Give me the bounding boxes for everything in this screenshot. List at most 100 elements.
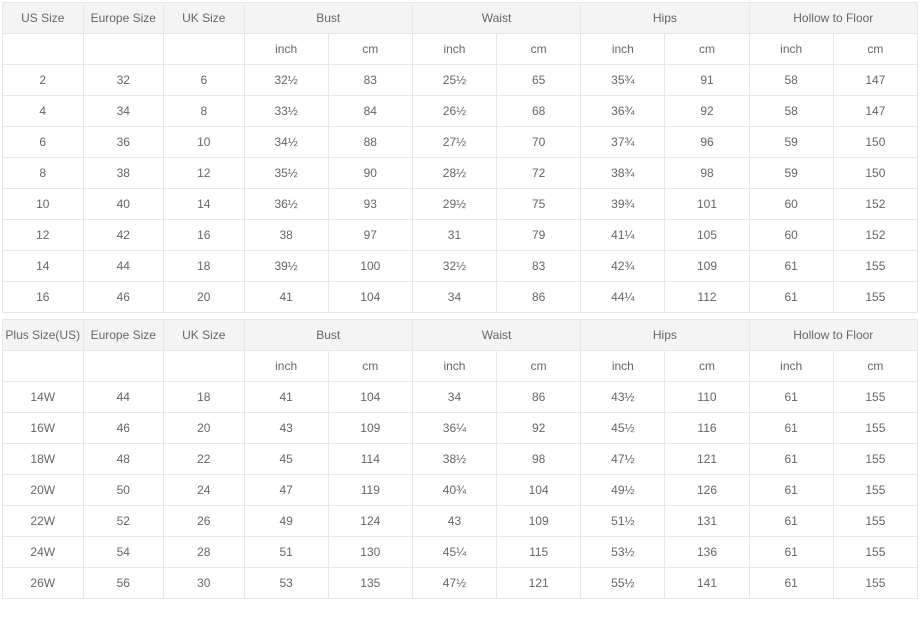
header-plus-size: Plus Size(US)	[3, 320, 84, 351]
table-cell: 61	[749, 444, 833, 475]
table-cell: 10	[164, 127, 245, 158]
table-cell: 130	[328, 537, 412, 568]
table-cell: 147	[833, 96, 917, 127]
subheader-cell: inch	[581, 351, 665, 382]
subheader-cell: inch	[749, 351, 833, 382]
table-cell: 49	[244, 506, 328, 537]
table-cell: 91	[665, 65, 749, 96]
table-cell: 10	[3, 189, 84, 220]
table-cell: 70	[497, 127, 581, 158]
table-cell: 28½	[412, 158, 496, 189]
table-cell: 155	[833, 282, 917, 313]
table-cell: 136	[665, 537, 749, 568]
table-cell: 152	[833, 220, 917, 251]
table-cell: 26½	[412, 96, 496, 127]
table-cell: 116	[665, 413, 749, 444]
table-cell: 155	[833, 568, 917, 599]
table-cell: 61	[749, 475, 833, 506]
table-cell: 105	[665, 220, 749, 251]
table-cell: 61	[749, 568, 833, 599]
table-cell: 38½	[412, 444, 496, 475]
table-cell: 45¼	[412, 537, 496, 568]
table-cell: 33½	[244, 96, 328, 127]
table-cell: 141	[665, 568, 749, 599]
subheader-cell: cm	[833, 351, 917, 382]
table-cell: 53	[244, 568, 328, 599]
table-cell: 155	[833, 444, 917, 475]
table-cell: 92	[497, 413, 581, 444]
table-cell: 34	[83, 96, 164, 127]
table-row: 14W441841104348643½11061155	[3, 382, 918, 413]
table-cell: 2	[3, 65, 84, 96]
subheader-cell	[164, 34, 245, 65]
subheader-cell: inch	[412, 351, 496, 382]
subheader-cell: cm	[497, 351, 581, 382]
table-cell: 86	[497, 282, 581, 313]
table-cell: 60	[749, 189, 833, 220]
subheader-row: inchcminchcminchcminchcm	[3, 34, 918, 65]
header-hips: Hips	[581, 320, 749, 351]
table-cell: 121	[497, 568, 581, 599]
table-cell: 92	[665, 96, 749, 127]
table-cell: 29½	[412, 189, 496, 220]
table-cell: 65	[497, 65, 581, 96]
header-europe-size: Europe Size	[83, 320, 164, 351]
table-cell: 53½	[581, 537, 665, 568]
header-bust: Bust	[244, 3, 412, 34]
table-cell: 44¼	[581, 282, 665, 313]
table-cell: 152	[833, 189, 917, 220]
table-cell: 45	[244, 444, 328, 475]
table-cell: 114	[328, 444, 412, 475]
table-cell: 36½	[244, 189, 328, 220]
table-cell: 55½	[581, 568, 665, 599]
table-cell: 58	[749, 65, 833, 96]
table-cell: 41¼	[581, 220, 665, 251]
subheader-row: inchcminchcminchcminchcm	[3, 351, 918, 382]
table-cell: 84	[328, 96, 412, 127]
table-cell: 14	[164, 189, 245, 220]
table-cell: 40¾	[412, 475, 496, 506]
table-cell: 41	[244, 282, 328, 313]
table-cell: 18	[164, 251, 245, 282]
table-cell: 104	[328, 382, 412, 413]
table-cell: 16W	[3, 413, 84, 444]
table-cell: 83	[497, 251, 581, 282]
table-row: 434833½8426½6836¾9258147	[3, 96, 918, 127]
table-cell: 6	[164, 65, 245, 96]
table-cell: 12	[164, 158, 245, 189]
table-cell: 54	[83, 537, 164, 568]
table-cell: 14W	[3, 382, 84, 413]
table-cell: 49½	[581, 475, 665, 506]
table-cell: 27½	[412, 127, 496, 158]
header-europe-size: Europe Size	[83, 3, 164, 34]
subheader-cell	[83, 351, 164, 382]
table-cell: 112	[665, 282, 749, 313]
table-cell: 40	[83, 189, 164, 220]
header-hips: Hips	[581, 3, 749, 34]
table-cell: 61	[749, 413, 833, 444]
table-row: 14441839½10032½8342¾10961155	[3, 251, 918, 282]
table-cell: 8	[3, 158, 84, 189]
table-cell: 68	[497, 96, 581, 127]
table-cell: 42¾	[581, 251, 665, 282]
table-cell: 61	[749, 251, 833, 282]
table-cell: 86	[497, 382, 581, 413]
header-hollow-to-floor: Hollow to Floor	[749, 320, 917, 351]
table-cell: 45½	[581, 413, 665, 444]
table-cell: 4	[3, 96, 84, 127]
table-cell: 124	[328, 506, 412, 537]
table-cell: 38	[83, 158, 164, 189]
subheader-cell: inch	[244, 34, 328, 65]
table-cell: 18	[164, 382, 245, 413]
header-waist: Waist	[412, 320, 580, 351]
table-cell: 12	[3, 220, 84, 251]
table-cell: 34	[412, 282, 496, 313]
table-cell: 90	[328, 158, 412, 189]
header-row-1: US Size Europe Size UK Size Bust Waist H…	[3, 3, 918, 34]
subheader-cell: cm	[328, 351, 412, 382]
table-cell: 98	[497, 444, 581, 475]
table-cell: 47	[244, 475, 328, 506]
header-us-size: US Size	[3, 3, 84, 34]
table-cell: 155	[833, 475, 917, 506]
table-cell: 56	[83, 568, 164, 599]
